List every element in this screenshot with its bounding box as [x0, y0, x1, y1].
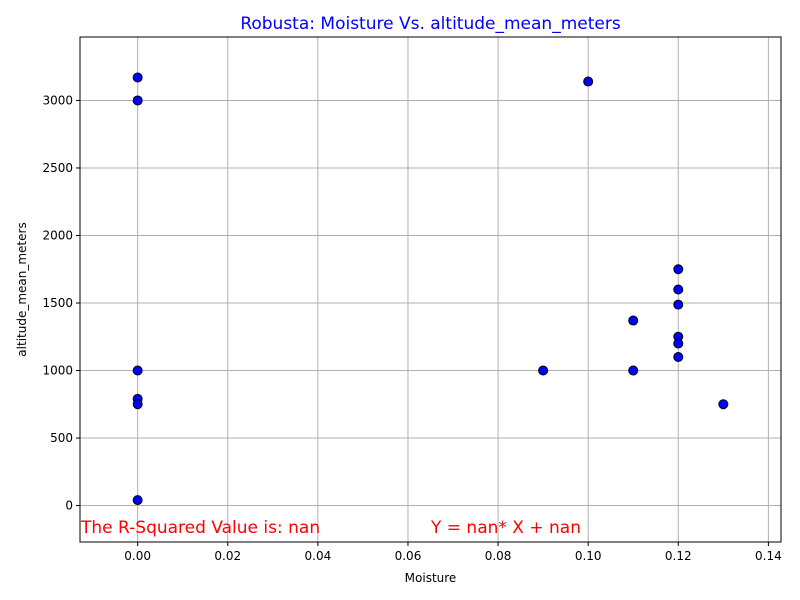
ticks-layer: 0.00 0.02 0.04 0.06 0.08 0.10 0.12 0.14 0 500 1000… — [42, 93, 781, 563]
scatter-point — [673, 264, 684, 275]
scatter-point — [538, 365, 549, 376]
y-tick-label: 500 — [50, 431, 73, 445]
x-tick-label: 0.08 — [485, 549, 512, 563]
x-tick-label: 0.02 — [214, 549, 241, 563]
y-tick-label: 3000 — [42, 93, 73, 107]
y-axis-label: altitude_mean_meters — [15, 222, 29, 356]
x-tick-label: 0.14 — [755, 549, 782, 563]
x-tick-label: 0.12 — [665, 549, 692, 563]
scatter-point — [628, 315, 639, 326]
grid-layer — [80, 37, 781, 542]
x-tick-label: 0.10 — [575, 549, 602, 563]
scatter-point — [132, 95, 143, 106]
scatter-point — [132, 399, 143, 410]
y-tick-label: 2000 — [42, 228, 73, 242]
scatter-point — [718, 399, 729, 410]
scatter-point — [132, 495, 143, 506]
points-layer — [132, 72, 729, 506]
x-tick-label: 0.00 — [124, 549, 151, 563]
x-axis-label: Moisture — [405, 571, 457, 585]
chart-title: Robusta: Moisture Vs. altitude_mean_mete… — [240, 14, 621, 34]
scatter-point — [583, 76, 594, 87]
scatter-point — [132, 72, 143, 83]
x-tick-label: 0.06 — [395, 549, 422, 563]
plot-frame — [79, 36, 782, 543]
scatter-point — [673, 338, 684, 349]
y-tick-label: 0 — [65, 499, 73, 513]
scatter-point — [628, 365, 639, 376]
x-tick-label: 0.04 — [305, 549, 332, 563]
scatter-point — [673, 352, 684, 363]
scatter-point — [673, 299, 684, 310]
y-tick-label: 2500 — [42, 161, 73, 175]
scatter-point — [673, 284, 684, 295]
r-squared-annotation: The R-Squared Value is: nan — [80, 518, 320, 538]
scatter-point — [132, 365, 143, 376]
regression-equation-annotation: Y = nan* X + nan — [430, 518, 581, 538]
y-tick-label: 1500 — [42, 296, 73, 310]
y-tick-label: 1000 — [42, 364, 73, 378]
